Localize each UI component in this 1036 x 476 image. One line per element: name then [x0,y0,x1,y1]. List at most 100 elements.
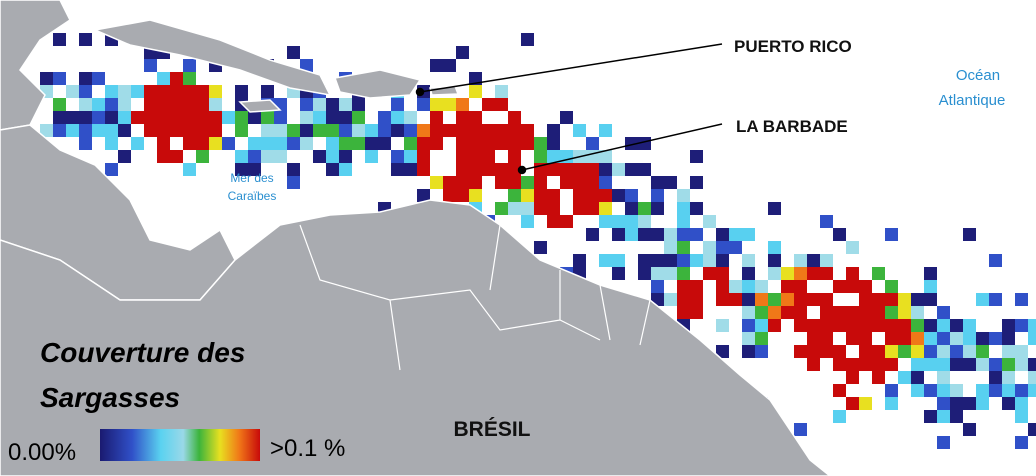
cell [560,215,573,228]
cell [521,124,534,137]
cell [560,111,573,124]
cell [989,358,1002,371]
cell [339,150,352,163]
hispaniola [333,69,422,99]
cell [911,371,924,384]
cell [521,176,534,189]
cell [1015,319,1028,332]
cell [326,124,339,137]
cell [937,345,950,358]
label-ocean: Océan [956,67,1000,84]
cell [755,332,768,345]
legend-min: 0.00% [8,439,76,466]
cell [1002,319,1015,332]
cell [196,85,209,98]
cell [53,33,66,46]
cell [66,111,79,124]
cell [742,345,755,358]
cell [950,345,963,358]
cell [664,228,677,241]
cell [521,33,534,46]
cell [495,176,508,189]
cell [586,228,599,241]
cell [807,358,820,371]
cell [417,98,430,111]
cell [495,85,508,98]
cell [742,254,755,267]
cell [846,397,859,410]
cell [703,254,716,267]
cell [521,202,534,215]
cell [118,150,131,163]
cell [768,293,781,306]
cell [599,189,612,202]
cell [924,384,937,397]
cell [456,46,469,59]
cell [1002,345,1015,358]
cell [482,137,495,150]
cell [443,98,456,111]
cell [950,358,963,371]
cell [976,384,989,397]
cell [144,124,157,137]
cell [287,137,300,150]
cell [911,306,924,319]
cell [820,267,833,280]
cell [183,137,196,150]
cell [846,267,859,280]
cell [469,124,482,137]
cell [456,124,469,137]
cell [508,189,521,202]
cell [950,397,963,410]
cell [781,280,794,293]
cell [417,189,430,202]
cell [911,384,924,397]
cell [352,124,365,137]
cell [846,306,859,319]
cell [872,371,885,384]
cell [859,306,872,319]
cell [872,319,885,332]
cell [794,254,807,267]
cell [807,254,820,267]
cell [989,371,1002,384]
label-bresil: BRÉSIL [453,418,530,441]
cell [820,215,833,228]
cell [885,332,898,345]
cell [690,202,703,215]
cell [261,85,274,98]
cell [963,228,976,241]
legend-title: Couverture des [40,337,245,368]
cell [937,306,950,319]
cell [1002,384,1015,397]
cell [209,85,222,98]
cell [352,98,365,111]
cell [261,124,274,137]
cell [404,150,417,163]
label-sea: Caraïbes [228,189,277,203]
cell [742,267,755,280]
cell [651,228,664,241]
cell [1015,410,1028,423]
cell [222,137,235,150]
cell [443,176,456,189]
cell [729,228,742,241]
cell [339,137,352,150]
cell [664,241,677,254]
cell [703,215,716,228]
cell [521,189,534,202]
cell [66,85,79,98]
cell [742,228,755,241]
cell [1028,319,1036,332]
cell [105,163,118,176]
cell [482,98,495,111]
cell [1002,358,1015,371]
cell [651,189,664,202]
cell [456,137,469,150]
cell [638,267,651,280]
cell [768,267,781,280]
cell [248,163,261,176]
pointer-dot [517,165,527,175]
cell [235,85,248,98]
cell [794,306,807,319]
